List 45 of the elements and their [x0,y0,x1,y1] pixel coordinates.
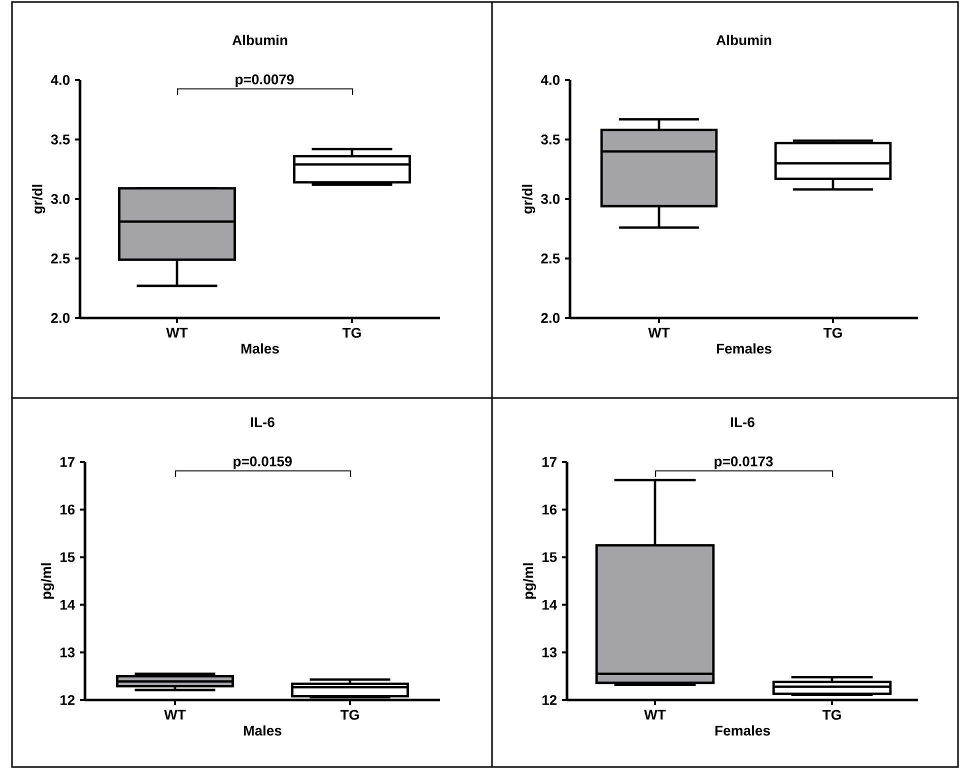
annotation: p=0.0159 [234,456,292,470]
x-tick-label: WT [166,328,188,338]
annotation: p=0.0173 [714,456,773,470]
x-tick-label: TG [342,328,361,338]
y-tick-label: 4.0 [540,75,560,85]
y-tick-label: 13 [60,647,75,658]
x-tick-label: WT [644,710,666,720]
y-tick-label: 12 [542,695,557,705]
y-tick-label: 14 [542,600,558,610]
x-tick-label: TG [822,710,841,720]
x-tick-label: WT [164,710,186,720]
y-tick-label: 16 [60,504,75,515]
y-tick-label: 16 [542,504,557,515]
y-tick-label: 14 [60,600,76,610]
y-tick-label: 15 [60,552,75,562]
chart-title: Albumin [716,34,772,46]
y-tick-label: 17 [542,457,557,467]
chart-title: Albumin [232,34,288,46]
x-axis-title: Females [715,725,770,736]
y-tick-label: 3.0 [540,194,560,204]
x-axis-title: Males [244,725,282,736]
y-axis-title: gr/dl [522,184,536,214]
y-tick-label: 15 [542,552,557,562]
y-tick-label: 12 [60,695,75,705]
x-tick-label: WT [648,328,670,338]
y-tick-label: 4.0 [50,75,70,85]
chart-title: IL-6 [731,417,754,428]
chart-title: IL-6 [251,417,274,428]
y-tick-label: 3.0 [50,194,70,204]
y-tick-label: 2.0 [541,313,560,323]
y-tick-label: 3.5 [50,134,70,144]
x-axis-title: Females [716,343,772,354]
y-tick-label: 2.5 [51,254,70,264]
y-axis-title: pg/ml [522,563,536,599]
y-tick-label: 2.5 [541,254,560,264]
y-tick-label: 2.0 [51,313,70,323]
annotation: p=0.0079 [236,74,294,88]
y-tick-label: 13 [542,647,557,658]
x-axis-title: Males [241,343,279,354]
y-axis-title: pg/ml [40,563,54,599]
x-tick-label: TG [340,710,359,720]
y-axis-title: gr/dl [32,184,46,214]
x-tick-label: TG [823,328,842,338]
y-tick-label: 17 [60,457,75,467]
y-tick-label: 3.5 [540,134,560,144]
